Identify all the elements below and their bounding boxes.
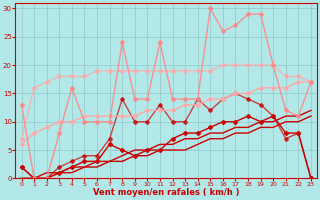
X-axis label: Vent moyen/en rafales ( km/h ): Vent moyen/en rafales ( km/h )	[93, 188, 239, 197]
